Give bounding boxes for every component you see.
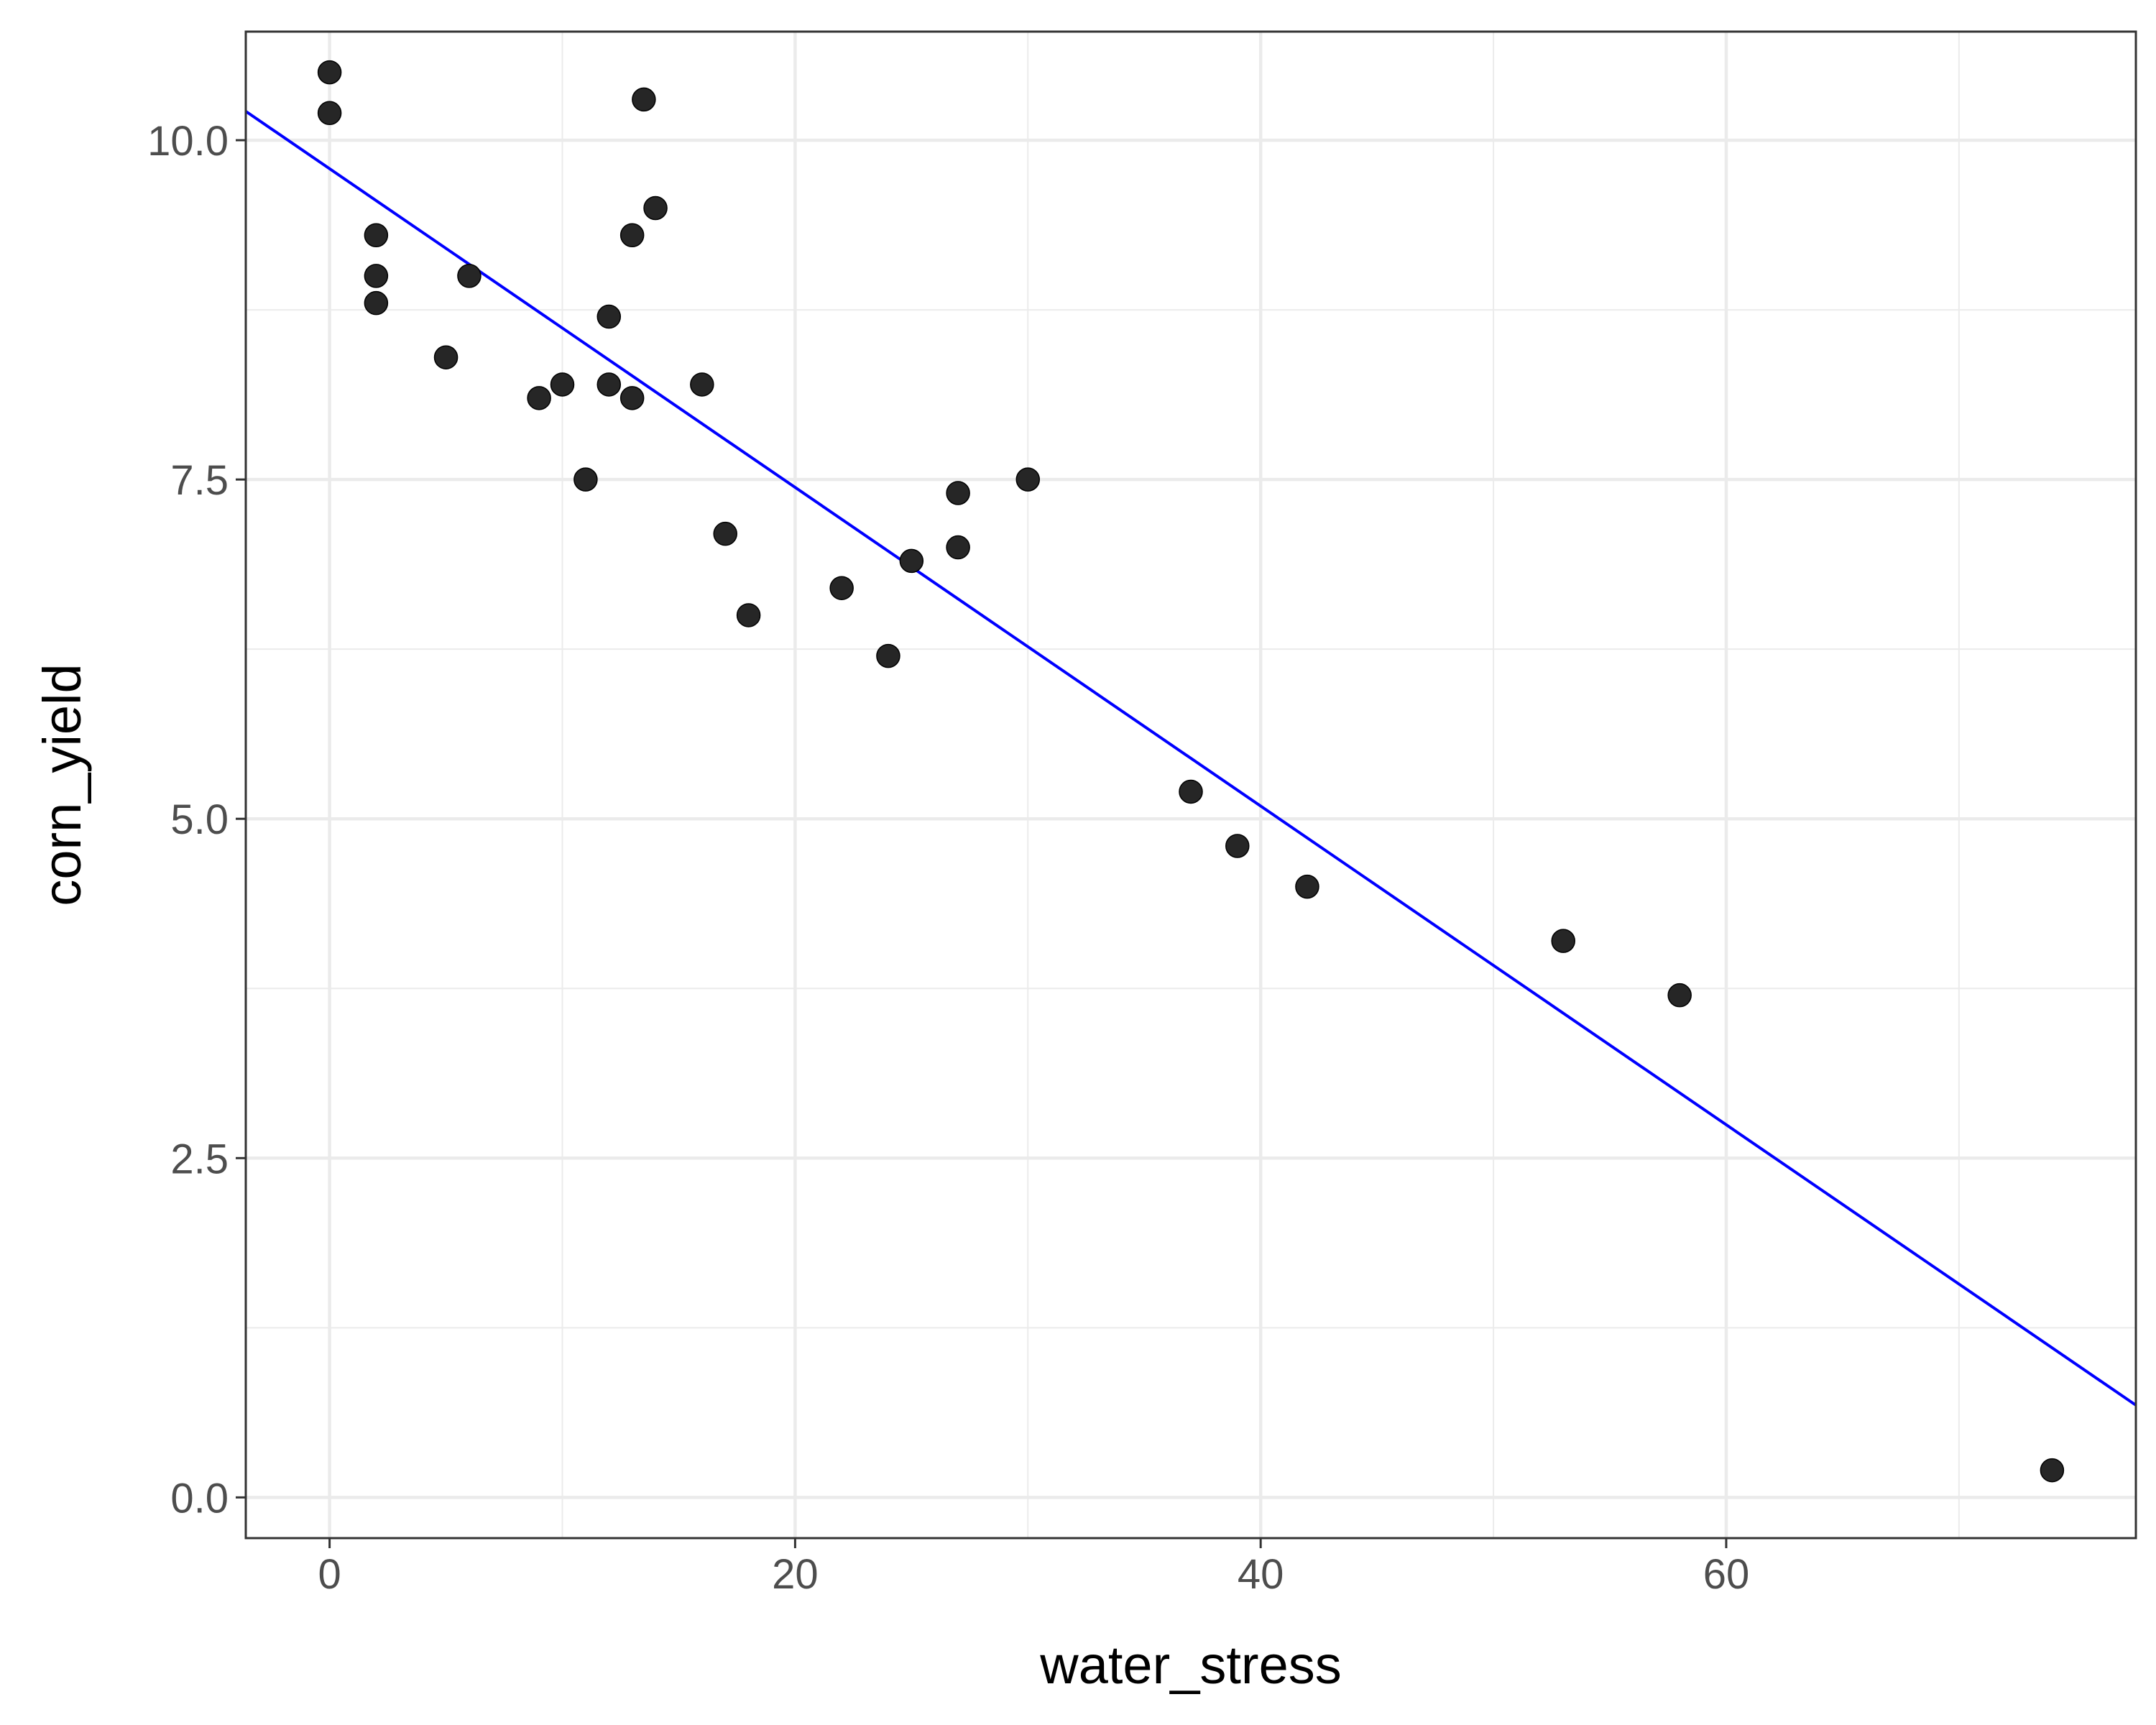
data-point xyxy=(876,643,900,668)
data-point xyxy=(317,101,342,126)
tick-labels-layer: 0 20 40 60 0.0 2.5 5.0 7.5 10.0 xyxy=(147,118,1749,1598)
data-point xyxy=(457,264,482,288)
data-point xyxy=(690,372,714,397)
data-point xyxy=(619,386,645,410)
data-point xyxy=(736,603,761,627)
data-point xyxy=(1667,983,1692,1008)
y-axis-title: corn_yield xyxy=(32,663,92,906)
y-tick-label: 10.0 xyxy=(147,118,229,165)
data-point xyxy=(364,264,389,288)
x-tick-label: 60 xyxy=(1703,1551,1750,1598)
fit-line-layer xyxy=(244,110,2137,1407)
data-point xyxy=(1015,467,1041,492)
x-tick-label: 0 xyxy=(318,1551,341,1598)
x-axis-title: water_stress xyxy=(1039,1635,1341,1695)
data-point xyxy=(1295,874,1319,899)
data-point xyxy=(1551,929,1575,953)
data-point xyxy=(317,60,342,85)
data-point xyxy=(946,481,970,505)
data-point xyxy=(829,576,854,600)
data-point xyxy=(527,386,551,410)
data-point xyxy=(1179,779,1203,804)
data-point xyxy=(899,548,924,574)
panel-border xyxy=(244,30,2137,1540)
data-point xyxy=(596,372,622,397)
y-tick-label: 2.5 xyxy=(170,1136,229,1182)
axis-ticks-layer xyxy=(236,139,1728,1548)
data-point xyxy=(364,290,389,316)
x-tick-label: 20 xyxy=(772,1551,819,1598)
data-point xyxy=(946,535,970,560)
y-tick-label: 0.0 xyxy=(170,1475,229,1522)
y-tick-label: 5.0 xyxy=(170,796,229,843)
y-tick-label: 7.5 xyxy=(170,457,229,504)
data-point xyxy=(632,87,656,112)
data-point xyxy=(2040,1458,2065,1483)
x-tick-label: 40 xyxy=(1238,1551,1284,1598)
points-layer xyxy=(317,60,2065,1483)
data-point xyxy=(1225,834,1250,858)
data-point xyxy=(364,223,389,247)
data-point xyxy=(713,521,737,546)
data-point xyxy=(573,467,598,492)
grid-layer xyxy=(246,32,2136,1538)
data-point xyxy=(433,345,459,369)
regression-line xyxy=(244,110,2137,1407)
data-point xyxy=(596,304,622,329)
data-point xyxy=(643,196,668,221)
data-point xyxy=(550,372,575,397)
data-point xyxy=(619,223,645,247)
